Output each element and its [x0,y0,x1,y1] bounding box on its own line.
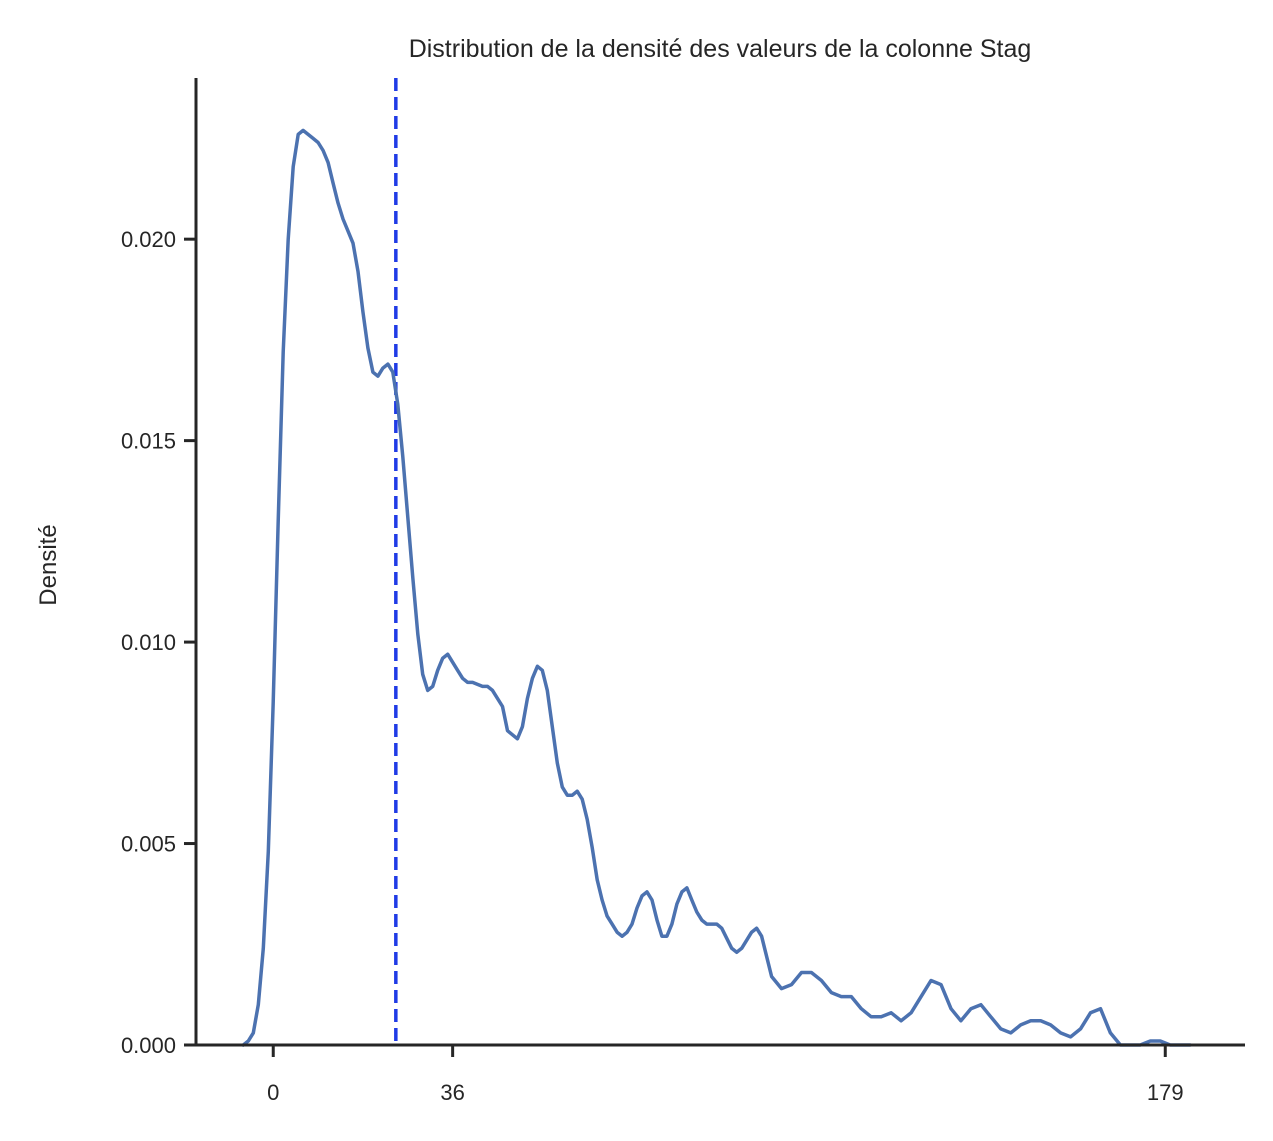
x-axis-ticks: 0 36 179 [267,1045,1184,1105]
x-tick-label: 179 [1147,1080,1184,1105]
y-tick-label: 0.010 [121,630,176,655]
y-tick-label: 0.000 [121,1033,176,1058]
y-tick-label: 0.020 [121,227,176,252]
y-tick-label: 0.015 [121,429,176,454]
y-axis-label: Densité [35,524,62,605]
y-axis-ticks: 0.000 0.005 0.010 0.015 0.020 [121,227,196,1058]
chart-title: Distribution de la densité des valeurs d… [409,35,1032,63]
y-tick-label: 0.005 [121,832,176,857]
density-curve [241,128,1192,1047]
x-tick-label: 36 [440,1080,464,1105]
x-tick-label: 0 [267,1080,279,1105]
